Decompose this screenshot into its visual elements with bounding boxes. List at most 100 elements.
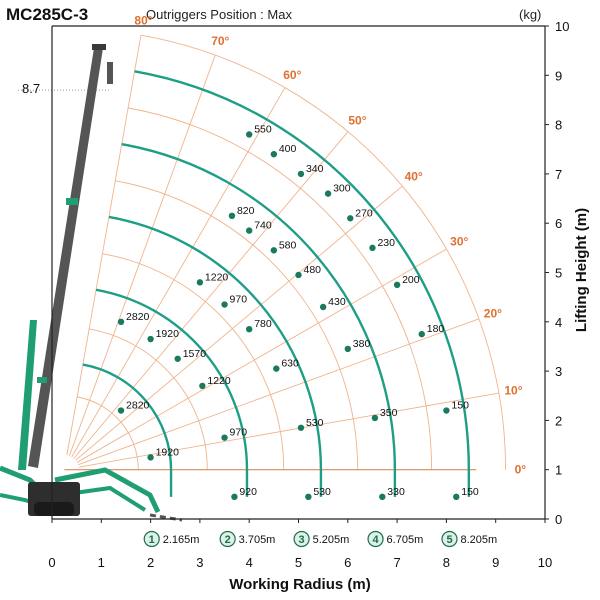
angle-line-80 <box>66 35 142 456</box>
x-tick-label: 4 <box>246 555 253 570</box>
load-point <box>246 131 253 138</box>
section-number: 1 <box>149 534 155 546</box>
load-point <box>273 365 280 372</box>
load-value: 1220 <box>205 271 229 283</box>
load-point <box>147 454 154 461</box>
load-point <box>117 318 125 325</box>
load-point <box>231 493 238 501</box>
angle-label-30: 30° <box>450 235 468 249</box>
angle-line-50 <box>73 131 349 459</box>
load-value: 530 <box>313 486 331 498</box>
angle-label-10: 10° <box>504 384 522 398</box>
x-tick-label: 5 <box>295 555 302 570</box>
load-value: 740 <box>254 220 272 232</box>
load-point <box>418 330 425 338</box>
boom-section-3: 3 5.205m <box>293 530 349 548</box>
boom-section-2: 2 3.705m <box>219 530 275 548</box>
outrigger-subtitle: Outriggers Position : Max <box>146 7 292 22</box>
angle-label-80: 80° <box>134 14 152 28</box>
y-tick-label: 2 <box>555 413 562 428</box>
load-point <box>371 414 379 422</box>
section-length: 2.165m <box>163 534 200 546</box>
load-point <box>379 493 386 501</box>
load-curve-2 <box>95 288 249 497</box>
unit-label: (kg) <box>519 7 541 22</box>
x-tick-label: 10 <box>538 555 552 570</box>
x-tick-label: 8 <box>443 555 450 570</box>
y-tick-label: 7 <box>555 167 562 182</box>
x-axis-title: Working Radius (m) <box>229 576 370 593</box>
grid-arc <box>140 34 507 470</box>
boom-section-legend: 1 2.165m 2 3.705m 3 5.205m 4 6.705m 5 8.205m <box>143 530 497 548</box>
angle-label-20: 20° <box>484 307 502 321</box>
section-number: 3 <box>299 534 305 546</box>
load-value: 340 <box>306 163 324 175</box>
section-length: 6.705m <box>387 534 424 546</box>
load-point <box>344 345 351 353</box>
load-value: 550 <box>254 123 272 135</box>
load-point <box>393 281 401 289</box>
load-point <box>305 493 312 501</box>
y-axis-title: Lifting Height (m) <box>573 208 590 332</box>
x-tick-label: 1 <box>98 555 105 570</box>
section-badge <box>143 530 160 548</box>
crane-illustration <box>0 44 183 522</box>
load-value: 780 <box>254 318 272 330</box>
load-curve-3 <box>108 215 323 497</box>
y-tick-label: 3 <box>555 364 562 379</box>
load-point <box>270 150 278 158</box>
load-value: 530 <box>306 417 324 429</box>
boom-tip <box>92 44 106 50</box>
angle-label-40: 40° <box>405 170 423 184</box>
load-point <box>147 335 154 343</box>
angle-line-20 <box>78 318 480 466</box>
x-tick-label: 9 <box>492 555 499 570</box>
section-badge <box>367 530 384 548</box>
boom-section-4: 4 6.705m <box>367 530 424 548</box>
load-point <box>369 244 376 252</box>
load-point <box>246 325 253 333</box>
outrigger-right <box>54 467 161 514</box>
boom-section-5: 5 8.205m <box>441 530 497 548</box>
load-point <box>270 247 278 254</box>
load-point <box>443 407 450 414</box>
load-value: 820 <box>237 205 255 217</box>
load-point <box>117 407 125 414</box>
x-tick-label: 7 <box>393 555 400 570</box>
outrigger-pad-line <box>149 513 183 522</box>
load-value: 200 <box>402 274 420 286</box>
load-point <box>174 355 181 362</box>
x-tick-label: 0 <box>48 555 55 570</box>
x-tick-label: 6 <box>344 555 351 570</box>
y-tick-label: 4 <box>555 315 562 330</box>
y-tick-label: 6 <box>555 216 562 231</box>
load-value: 580 <box>279 239 297 251</box>
load-value: 150 <box>461 486 479 498</box>
load-value: 1920 <box>156 328 180 340</box>
load-point <box>196 279 204 286</box>
load-point <box>347 215 354 222</box>
boom-shape <box>28 48 103 468</box>
load-value: 2820 <box>126 311 150 323</box>
load-value: 430 <box>328 296 346 308</box>
angle-line-70 <box>68 54 216 456</box>
y-tick-label: 1 <box>555 463 562 478</box>
load-point <box>297 424 305 431</box>
load-value: 180 <box>427 323 445 335</box>
load-value: 300 <box>333 183 351 195</box>
y-tick-label: 0 <box>555 512 562 527</box>
boom-angle-labels: 80° 70° 60° 50° 40° 30° 20° 10° 0° <box>134 14 526 477</box>
load-point <box>221 301 228 308</box>
section-number: 4 <box>372 534 379 546</box>
angle-label-60: 60° <box>283 68 301 82</box>
load-value: 350 <box>380 407 398 419</box>
load-values: 550 400 340 300 270 230 200 180 150 150 820 740 580 4… <box>117 123 479 501</box>
load-value: 1220 <box>207 375 231 387</box>
load-value: 480 <box>304 264 322 276</box>
load-value: 270 <box>355 207 373 219</box>
section-badge <box>441 530 458 548</box>
load-value: 230 <box>377 237 395 249</box>
load-value: 1570 <box>183 348 207 360</box>
angle-label-70: 70° <box>211 34 229 48</box>
load-value: 2820 <box>126 400 150 412</box>
